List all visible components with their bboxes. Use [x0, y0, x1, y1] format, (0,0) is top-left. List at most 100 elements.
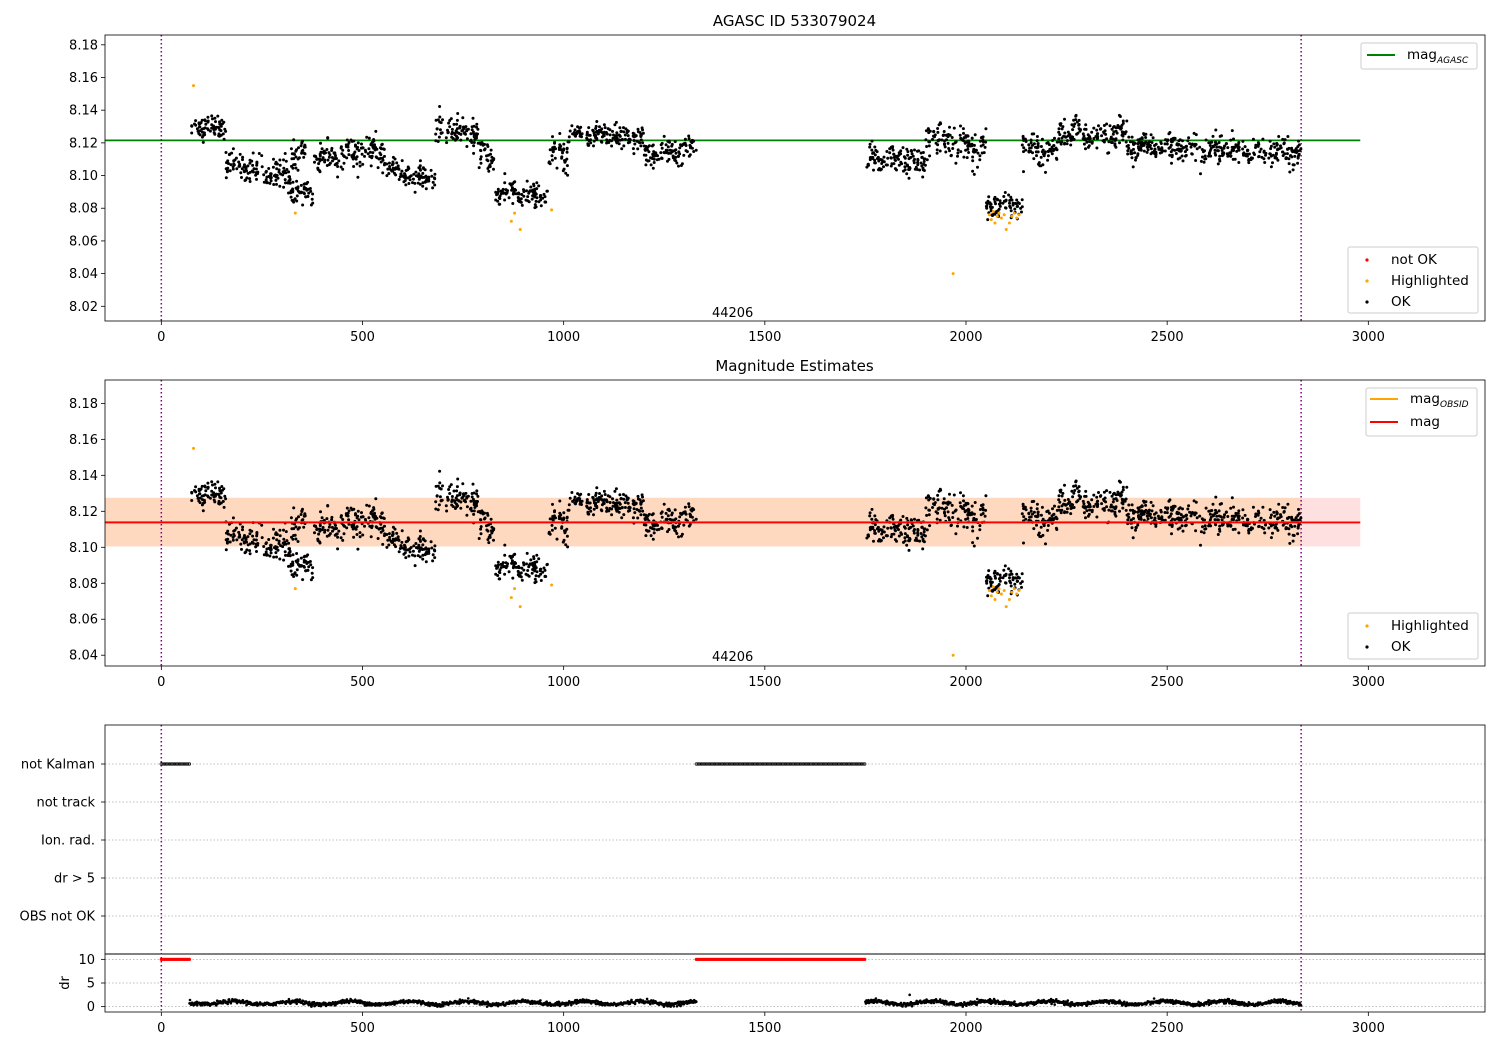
agasc-ok-point [889, 145, 893, 149]
agasc-ok-point [659, 151, 663, 155]
estimates-ok-point [1081, 499, 1085, 503]
not-kalman-point [729, 762, 733, 766]
agasc-ok-point [262, 173, 266, 177]
agasc-ok-point [915, 168, 919, 171]
agasc-ok-point [275, 174, 279, 177]
agasc-ok-point [1201, 155, 1204, 159]
agasc-ok-point [976, 151, 980, 155]
agasc-ok-point [617, 142, 621, 146]
estimates-ok-point [553, 526, 557, 530]
estimates-ok-point [922, 530, 926, 534]
agasc-ok-point [935, 151, 939, 155]
agasc-ok-point [228, 152, 232, 156]
estimates-ok-point [555, 537, 559, 541]
agasc-ok-point [438, 115, 442, 119]
estimates-ok-point [1150, 509, 1154, 513]
agasc-ok-point [246, 164, 250, 168]
agasc-ok-point [487, 153, 490, 157]
agasc-ok-point [562, 147, 566, 151]
estimates-ok-point [966, 502, 970, 506]
estimates-ok-point [928, 496, 932, 500]
estimates-ok-point [1216, 533, 1220, 536]
estimates-ok-point [354, 527, 358, 531]
agasc-ok-point [1130, 156, 1134, 160]
estimates-highlighted-point [1015, 592, 1019, 596]
estimates-ok-point [1136, 510, 1140, 514]
estimates-ok-point [1004, 581, 1007, 585]
estimates-ok-point [432, 548, 436, 552]
estimates-ok-point [996, 572, 999, 576]
agasc-ok-point [1015, 198, 1019, 202]
estimates-ok-point [979, 513, 983, 517]
estimates-ok-point [970, 504, 974, 508]
estimates-ok-point [1054, 515, 1058, 519]
agasc-ok-point [224, 176, 228, 180]
agasc-ok-point [356, 175, 360, 179]
estimates-ok-point [564, 543, 568, 547]
estimates-ok-point [479, 518, 483, 522]
agasc-ok-point [1244, 154, 1248, 158]
agasc-ok-point [1142, 149, 1146, 153]
agasc-ok-point [346, 143, 350, 147]
estimates-ok-point [959, 505, 963, 509]
agasc-legend-status: not OK Highlighted OK [1347, 246, 1479, 314]
agasc-ok-point [980, 135, 984, 139]
agasc-ok-point [1022, 170, 1025, 174]
estimates-highlighted-point [993, 597, 997, 601]
estimates-ok-point [677, 524, 680, 528]
estimates-ok-point [222, 505, 226, 509]
agasc-ok-point [1207, 141, 1211, 145]
estimates-ok-point [1262, 527, 1266, 531]
estimates-ok-point [920, 525, 924, 529]
agasc-ok-point [949, 153, 953, 157]
estimates-ok-point [667, 528, 671, 531]
estimates-ok-point [978, 528, 982, 532]
estimates-ok-point [557, 517, 561, 521]
agasc-ok-point [421, 184, 425, 188]
estimates-ok-point [673, 508, 677, 512]
agasc-ok-point [1002, 195, 1006, 198]
estimates-ok-point [1241, 508, 1245, 512]
estimates-ok-point [448, 485, 452, 489]
agasc-ok-point [873, 158, 877, 162]
estimates-ok-point [383, 524, 386, 528]
agasc-ok-point [1059, 142, 1063, 146]
agasc-ok-point [241, 158, 244, 162]
estimates-ok-point [1199, 530, 1203, 534]
agasc-ok-point [886, 156, 890, 160]
agasc-ok-point [1114, 129, 1118, 133]
estimates-ok-point [303, 554, 307, 558]
estimates-ok-point [318, 541, 322, 545]
agasc-ok-point [970, 136, 974, 140]
estimates-ok-point [1139, 517, 1143, 521]
estimates-ok-point [357, 518, 361, 522]
estimates-ok-point [1281, 506, 1285, 509]
agasc-ok-point [1102, 130, 1106, 134]
estimates-highlighted-point [989, 594, 993, 598]
estimates-ok-point [889, 514, 893, 518]
agasc-ok-point [1010, 198, 1014, 202]
estimates-ok-point [1170, 505, 1173, 509]
agasc-ok-point [440, 131, 444, 135]
not-kalman-point [757, 762, 761, 766]
estimates-title: Magnitude Estimates [715, 357, 873, 375]
agasc-ok-point [203, 119, 207, 123]
agasc-ok-point [1274, 151, 1278, 155]
not-kalman-point [861, 762, 865, 766]
estimates-ok-point [1029, 515, 1033, 519]
agasc-ok-point [1024, 148, 1028, 152]
estimates-ok-point [391, 539, 395, 543]
agasc-ok-point [868, 142, 872, 146]
agasc-ok-point [888, 151, 892, 155]
estimates-ok-point [1226, 523, 1230, 527]
agasc-ok-point [1259, 147, 1263, 151]
agasc-ok-point [690, 138, 694, 142]
agasc-ok-point [868, 145, 872, 149]
estimates-ok-point [950, 503, 954, 507]
agasc-ok-point [1169, 143, 1173, 147]
estimates-ok-point [387, 543, 391, 547]
estimates-ok-point [610, 513, 614, 517]
agasc-ok-point [1122, 132, 1126, 136]
agasc-ok-point [232, 162, 236, 166]
